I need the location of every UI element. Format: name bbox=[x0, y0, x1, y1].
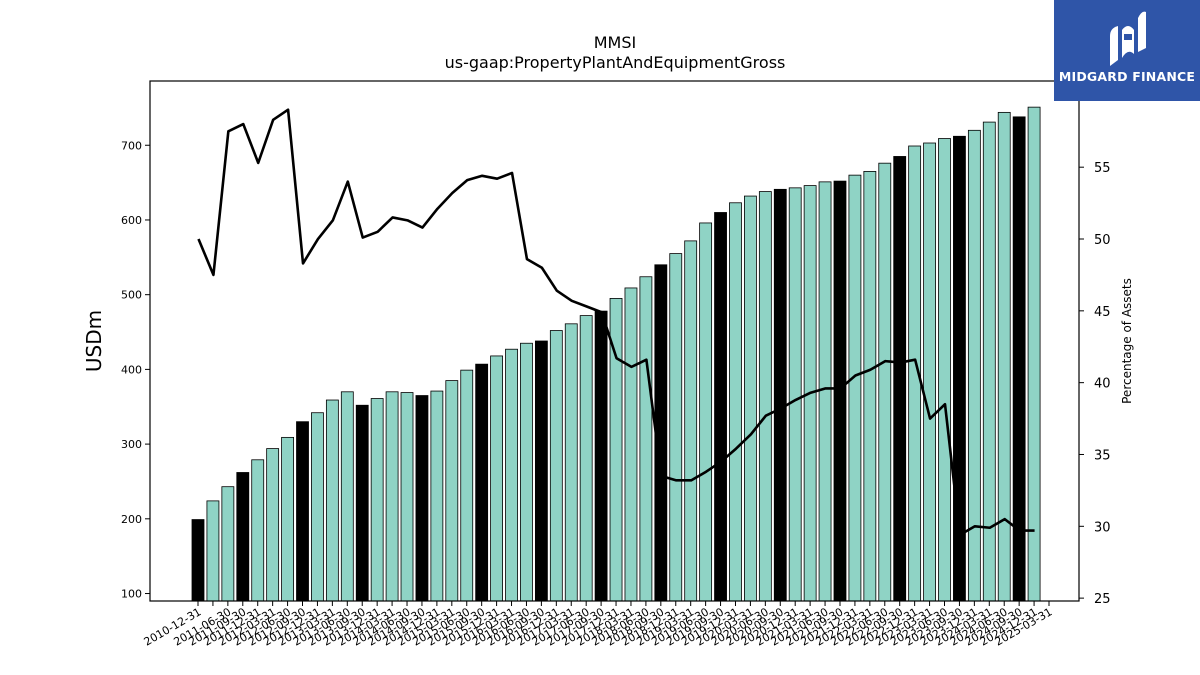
y2-tick-label: 30 bbox=[1094, 520, 1111, 535]
y2-tick-label: 40 bbox=[1094, 377, 1111, 392]
bar bbox=[281, 436, 294, 602]
chart-subtitle: us-gaap:PropertyPlantAndEquipmentGross bbox=[445, 53, 786, 72]
bar bbox=[729, 202, 742, 602]
y-tick-label: 100 bbox=[121, 588, 142, 601]
bar bbox=[758, 191, 772, 602]
bar bbox=[534, 340, 548, 602]
bar bbox=[311, 412, 324, 602]
bar bbox=[699, 222, 713, 602]
bar bbox=[549, 330, 563, 602]
bar bbox=[818, 181, 832, 602]
bar bbox=[773, 188, 787, 602]
y-tick-label: 400 bbox=[121, 363, 142, 376]
y-tick-label: 300 bbox=[121, 438, 142, 451]
y-axis-label: USDm bbox=[82, 310, 106, 372]
bar bbox=[445, 380, 459, 602]
bar bbox=[236, 472, 250, 602]
bar bbox=[221, 486, 235, 602]
bar bbox=[460, 369, 474, 602]
y2-tick-label: 45 bbox=[1094, 305, 1111, 320]
series-line bbox=[197, 108, 1035, 537]
bar bbox=[684, 240, 698, 602]
y2-tick-label: 25 bbox=[1094, 592, 1111, 607]
y2-tick-label: 35 bbox=[1094, 448, 1111, 463]
bar bbox=[490, 355, 504, 602]
logo-mark-icon bbox=[1110, 11, 1146, 66]
y2-tick-label: 50 bbox=[1094, 233, 1111, 248]
bar bbox=[475, 363, 489, 602]
logo-text: MIDGARD FINANCE bbox=[1058, 69, 1196, 84]
bar bbox=[564, 323, 578, 602]
line-series bbox=[197, 108, 1035, 537]
y2-axis-label: Percentage of Assets bbox=[1120, 278, 1134, 404]
bar bbox=[520, 342, 533, 602]
bar bbox=[415, 395, 429, 602]
chart-title: MMSI bbox=[594, 33, 636, 52]
bar bbox=[400, 392, 414, 602]
bar bbox=[385, 391, 399, 602]
y-tick-label: 600 bbox=[121, 214, 142, 227]
bar bbox=[833, 180, 847, 602]
brand-logo: MIDGARD FINANCE bbox=[1054, 0, 1200, 101]
bar bbox=[893, 156, 907, 602]
bar bbox=[639, 276, 653, 602]
bar bbox=[714, 212, 727, 602]
y2-tick-label: 55 bbox=[1094, 161, 1111, 176]
bar bbox=[982, 121, 996, 602]
bar bbox=[355, 404, 369, 602]
bar bbox=[206, 500, 220, 602]
bar bbox=[340, 391, 354, 602]
bar bbox=[669, 253, 683, 602]
bar bbox=[863, 170, 877, 602]
bar bbox=[594, 310, 608, 602]
x-axis: 2010-12-312011-06-302011-09-302011-12-31… bbox=[142, 601, 1055, 649]
bar bbox=[579, 315, 593, 602]
bar bbox=[923, 142, 936, 602]
bar bbox=[848, 174, 862, 602]
bar bbox=[370, 398, 384, 602]
bar bbox=[878, 162, 892, 602]
bar bbox=[744, 195, 757, 602]
y-tick-label: 700 bbox=[121, 139, 142, 152]
bar bbox=[997, 111, 1011, 602]
bar bbox=[296, 421, 309, 602]
bar bbox=[624, 287, 638, 602]
bar bbox=[430, 390, 444, 602]
bar bbox=[788, 187, 802, 602]
bar bbox=[1027, 106, 1041, 602]
bar bbox=[266, 448, 280, 602]
plot-frame bbox=[149, 80, 1080, 602]
bar bbox=[325, 399, 339, 602]
y-axis: 100 200 300 400 500 600 700 bbox=[121, 139, 150, 601]
bar bbox=[191, 519, 205, 602]
bar bbox=[505, 348, 518, 602]
bar bbox=[251, 459, 265, 602]
y-tick-label: 200 bbox=[121, 513, 142, 526]
bar bbox=[938, 138, 951, 602]
y2-axis: 25 30 35 40 45 50 55 bbox=[1079, 161, 1111, 607]
y-tick-label: 500 bbox=[121, 289, 142, 302]
